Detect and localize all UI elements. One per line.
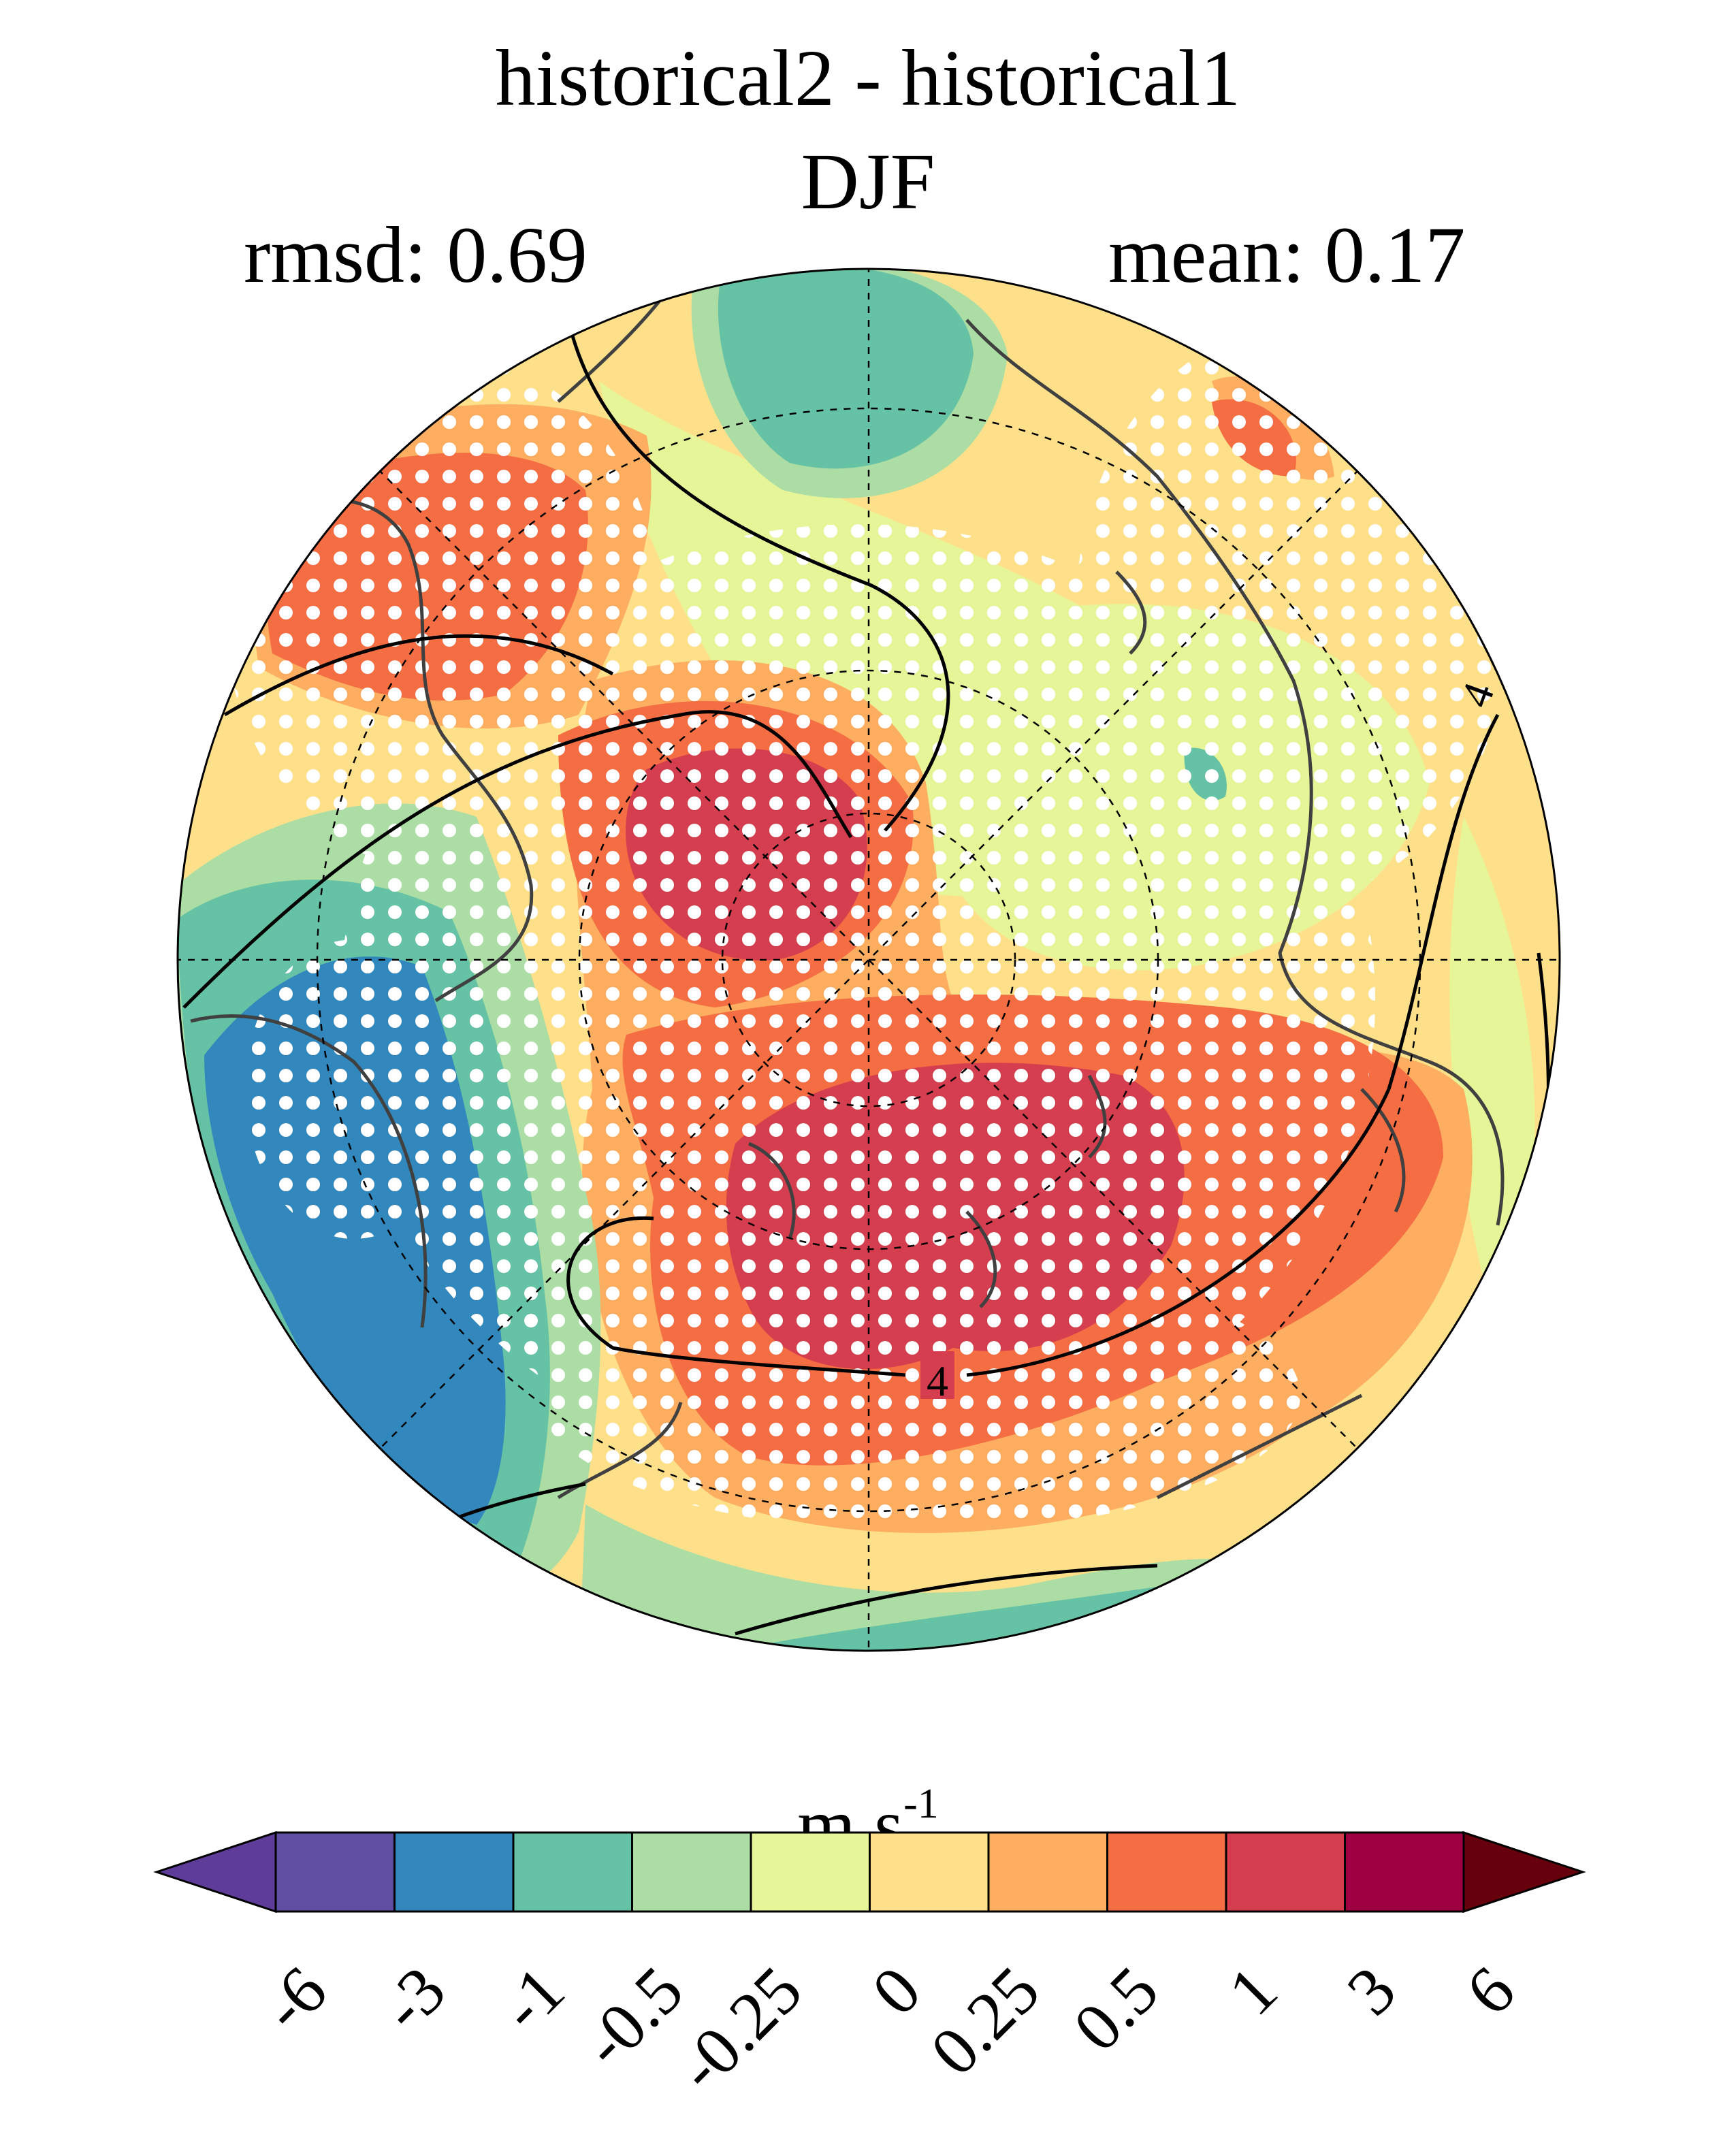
mean-label: mean: 0.17 xyxy=(1108,210,1466,300)
colorbar-tick-label: 1 xyxy=(1214,1952,1291,2029)
colorbar-tick-label: -1 xyxy=(485,1952,579,2045)
colorbar-box xyxy=(1225,1831,1346,1913)
coastlines xyxy=(190,271,1505,1500)
colorbar-box xyxy=(274,1831,396,1913)
colorbar-box xyxy=(631,1831,752,1913)
colorbar-box xyxy=(987,1831,1108,1913)
polar-map: 4 4 xyxy=(176,268,1561,1652)
map-boundary xyxy=(176,268,1561,1652)
colorbar-tick-label: -6 xyxy=(248,1952,341,2045)
units-exponent: -1 xyxy=(903,1781,939,1827)
colorbar-tick-label: 0 xyxy=(858,1952,935,2029)
colorbar-tick-label: -0.25 xyxy=(662,1952,816,2105)
colorbar-box xyxy=(393,1831,515,1913)
season-label: DJF xyxy=(801,137,935,226)
colorbar-box xyxy=(1106,1831,1227,1913)
colorbar-tick-label: 0.25 xyxy=(916,1952,1054,2089)
colorbar-tick-label: 0.5 xyxy=(1059,1952,1173,2065)
colorbar-tick-label: 6 xyxy=(1451,1952,1529,2029)
colorbar-box xyxy=(1344,1831,1465,1913)
colorbar-tick-label: 3 xyxy=(1333,1952,1411,2029)
colorbar-box xyxy=(869,1831,990,1913)
rmsd-label: rmsd: 0.69 xyxy=(244,210,588,300)
graticule xyxy=(178,269,1560,1651)
colorbar-extend-max xyxy=(1462,1830,1586,1914)
colorbar-extend-min xyxy=(153,1830,277,1914)
contour-label: 4 xyxy=(927,1357,948,1405)
colorbar-box xyxy=(750,1831,871,1913)
colorbar-tick-label: -3 xyxy=(366,1952,460,2045)
colorbar-box xyxy=(512,1831,633,1913)
map-title: historical2 - historical1 xyxy=(495,33,1241,123)
